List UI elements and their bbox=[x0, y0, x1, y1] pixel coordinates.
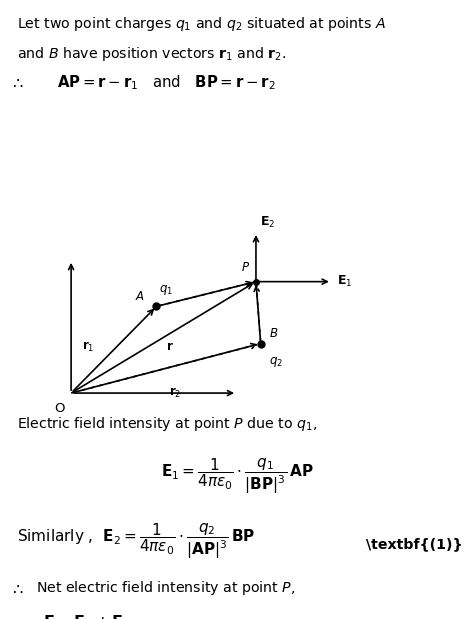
Text: $A$: $A$ bbox=[135, 290, 145, 303]
Text: Net electric field intensity at point $P$,: Net electric field intensity at point $P… bbox=[36, 579, 295, 597]
Text: \textbf{(1)}: \textbf{(1)} bbox=[365, 537, 462, 552]
Text: $\therefore$: $\therefore$ bbox=[9, 581, 24, 595]
Text: $q_2$: $q_2$ bbox=[269, 355, 283, 369]
Text: $\mathbf{r}_1$: $\mathbf{r}_1$ bbox=[82, 340, 95, 353]
Text: $\mathbf{E} = \mathbf{E}_1 + \mathbf{E}_2$: $\mathbf{E} = \mathbf{E}_1 + \mathbf{E}_… bbox=[43, 613, 131, 619]
Text: Let two point charges $q_1$ and $q_2$ situated at points $A$: Let two point charges $q_1$ and $q_2$ si… bbox=[17, 15, 385, 33]
Text: $q_1$: $q_1$ bbox=[159, 283, 173, 297]
Text: $\therefore$: $\therefore$ bbox=[9, 75, 24, 90]
Text: O: O bbox=[54, 402, 64, 415]
Text: $B$: $B$ bbox=[269, 327, 279, 340]
Text: $\mathbf{r}$: $\mathbf{r}$ bbox=[166, 340, 173, 353]
Text: $\mathbf{r}_2$: $\mathbf{r}_2$ bbox=[169, 386, 182, 400]
Text: and $B$ have position vectors $\mathbf{r}_1$ and $\mathbf{r}_2$.: and $B$ have position vectors $\mathbf{r… bbox=[17, 45, 286, 63]
Text: $\mathbf{E}_1 = \dfrac{1}{4\pi\varepsilon_0} \cdot \dfrac{q_1}{|\mathbf{BP}|^3}\: $\mathbf{E}_1 = \dfrac{1}{4\pi\varepsilo… bbox=[161, 457, 313, 496]
Text: $\mathbf{E}_2$: $\mathbf{E}_2$ bbox=[260, 215, 275, 230]
Text: Similarly ,  $\mathbf{E}_2 = \dfrac{1}{4\pi\varepsilon_0} \cdot \dfrac{q_2}{|\ma: Similarly , $\mathbf{E}_2 = \dfrac{1}{4\… bbox=[17, 522, 255, 561]
Text: $P$: $P$ bbox=[241, 261, 250, 274]
Text: Electric field intensity at point $P$ due to $q_1$,: Electric field intensity at point $P$ du… bbox=[17, 415, 317, 433]
Text: $\mathbf{E}_1$: $\mathbf{E}_1$ bbox=[337, 274, 353, 289]
Text: $\mathbf{AP} = \mathbf{r} - \mathbf{r}_1\quad\mathrm{and}\quad\mathbf{BP} = \mat: $\mathbf{AP} = \mathbf{r} - \mathbf{r}_1… bbox=[57, 73, 276, 92]
